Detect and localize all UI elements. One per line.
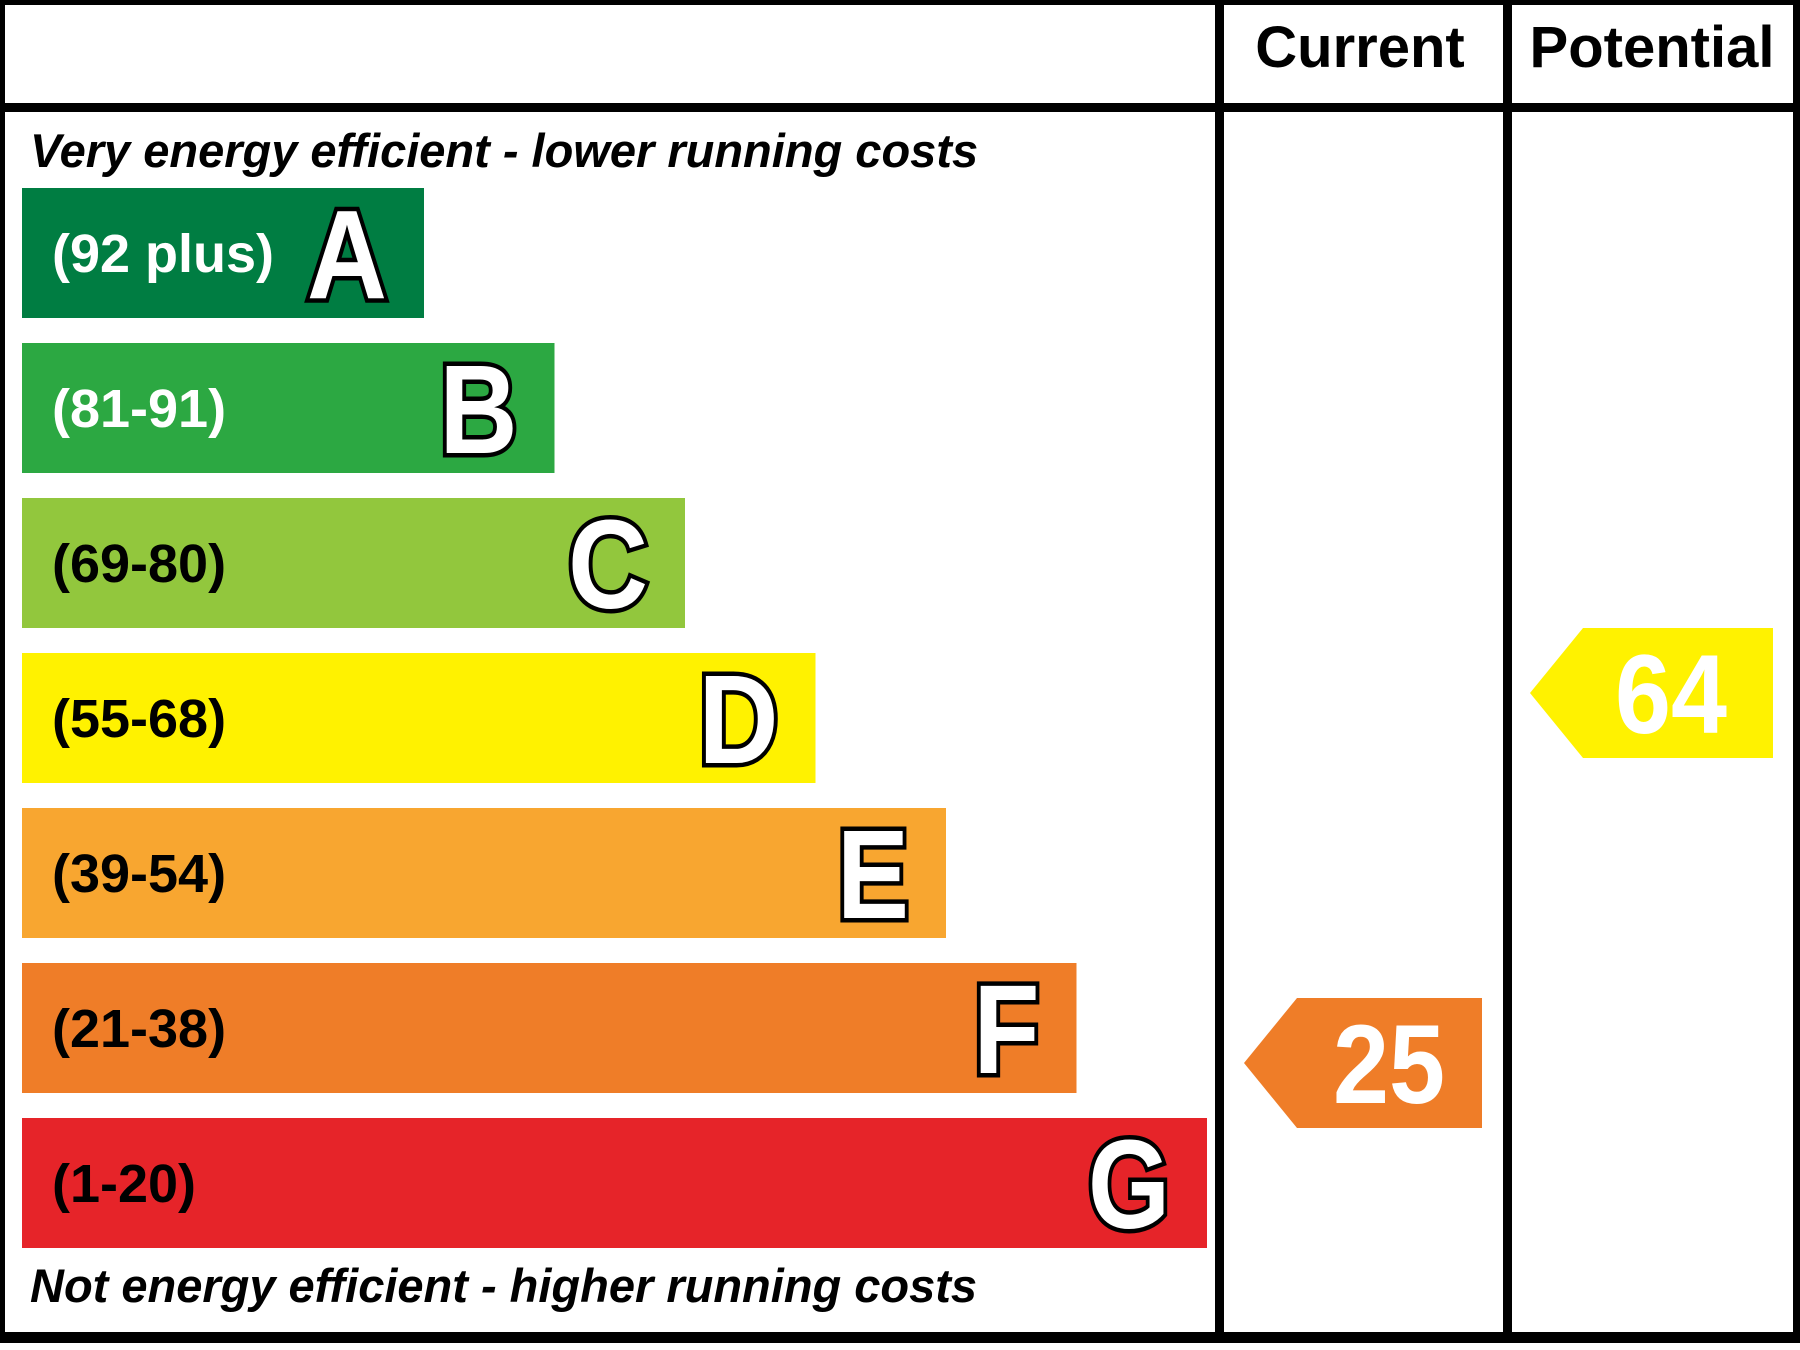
svg-text:Very energy efficient - lower: Very energy efficient - lower running co… — [30, 124, 978, 177]
svg-text:(92 plus): (92 plus) — [52, 224, 274, 284]
svg-text:(21-38): (21-38) — [52, 999, 226, 1059]
svg-text:(55-68): (55-68) — [52, 689, 226, 749]
svg-text:25: 25 — [1333, 1002, 1445, 1127]
svg-text:G: G — [1088, 1114, 1170, 1255]
svg-text:Potential: Potential — [1530, 15, 1775, 80]
svg-text:(81-91): (81-91) — [52, 379, 226, 439]
svg-text:C: C — [568, 494, 648, 635]
svg-text:A: A — [307, 184, 387, 325]
svg-text:(1-20): (1-20) — [52, 1154, 196, 1214]
svg-text:D: D — [699, 649, 779, 790]
svg-text:F: F — [974, 959, 1040, 1100]
svg-text:Current: Current — [1255, 15, 1464, 80]
svg-text:E: E — [837, 804, 909, 945]
svg-text:(39-54): (39-54) — [52, 844, 226, 904]
svg-text:(69-80): (69-80) — [52, 534, 226, 594]
svg-text:64: 64 — [1615, 632, 1727, 757]
svg-text:Not energy efficient - higher: Not energy efficient - higher running co… — [30, 1259, 977, 1312]
svg-text:B: B — [440, 339, 518, 480]
